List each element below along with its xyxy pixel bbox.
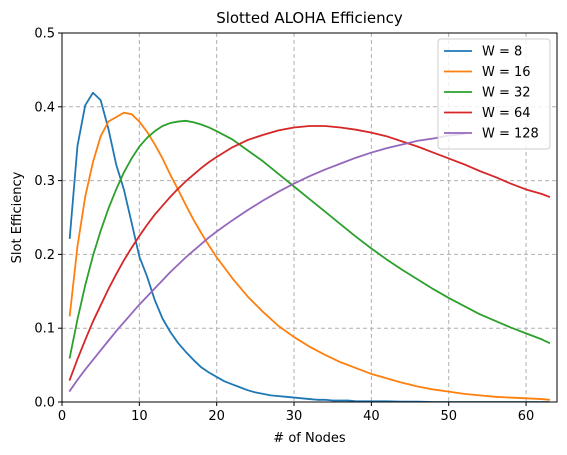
y-tick-label: 0.2 xyxy=(34,248,55,263)
legend-box xyxy=(437,38,551,150)
plot-frame xyxy=(61,32,558,403)
y-axis-label: Slot Efficiency xyxy=(10,171,25,263)
x-tick-label: 30 xyxy=(286,409,303,424)
x-tick-label: 20 xyxy=(208,409,225,424)
legend-label: W = 16 xyxy=(482,65,531,80)
legend-label: W = 8 xyxy=(482,45,522,60)
legend-label: W = 64 xyxy=(482,106,531,121)
y-tick-label: 0.5 xyxy=(34,27,55,42)
legend-label: W = 32 xyxy=(482,86,531,101)
series-line-4 xyxy=(68,125,551,381)
series-line-2 xyxy=(68,111,551,401)
x-tick-label: 0 xyxy=(58,409,66,424)
chart-title: Slotted ALOHA Efficiency xyxy=(216,9,403,27)
x-tick-label: 10 xyxy=(131,409,148,424)
y-tick-label: 0.1 xyxy=(34,322,55,337)
grid xyxy=(62,33,557,402)
series-line-5 xyxy=(68,133,466,392)
legend-label: W = 128 xyxy=(482,127,539,142)
y-tick-label: 0.4 xyxy=(34,100,55,115)
y-tick-label: 0.0 xyxy=(34,396,55,411)
legend-entries: W = 8 W = 16 W = 32 W = 64 W = 128 xyxy=(444,45,539,142)
x-tick-label: 60 xyxy=(518,409,535,424)
x-tick-label: 40 xyxy=(363,409,380,424)
series-layer xyxy=(68,91,551,402)
axis-ticks: 0 10 20 30 40 50 60 0.0 0.1 0.2 0.3 0.4 0.5 xyxy=(34,27,534,425)
y-tick-label: 0.3 xyxy=(34,174,55,189)
series-line-3 xyxy=(68,119,551,359)
legend: W = 8 W = 16 W = 32 W = 64 W = 128 xyxy=(437,38,551,150)
x-axis-label: # of Nodes xyxy=(273,431,346,446)
x-tick-label: 50 xyxy=(440,409,457,424)
